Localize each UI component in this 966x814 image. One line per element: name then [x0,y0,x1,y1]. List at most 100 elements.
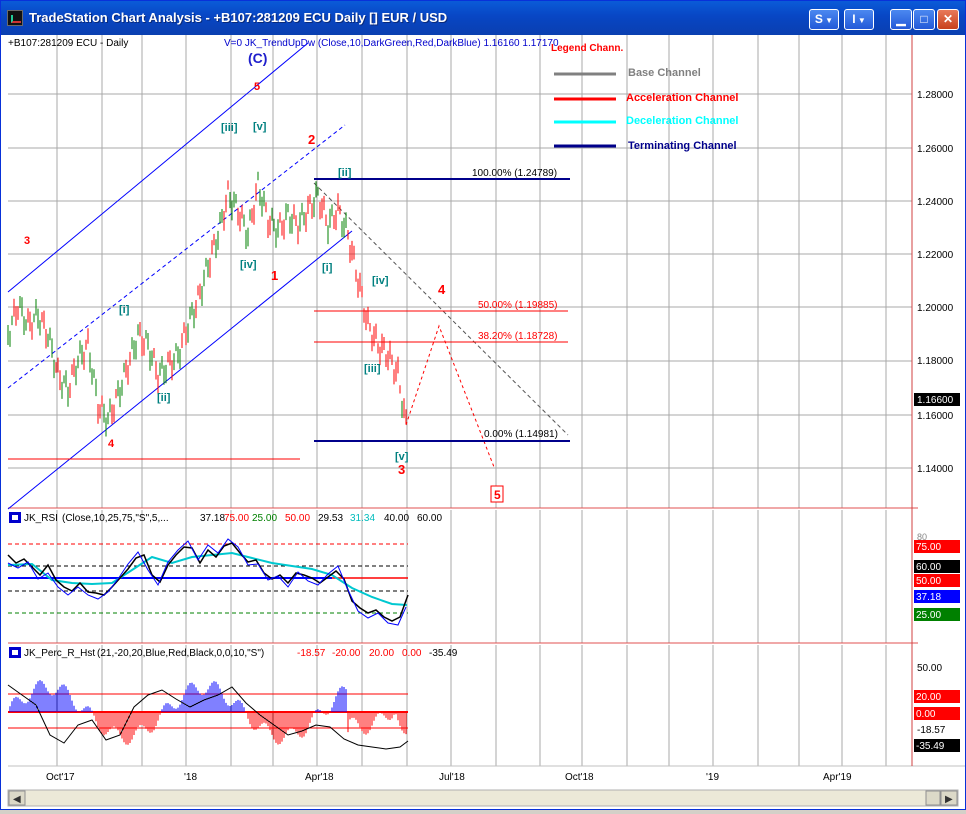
time-tick: Oct'17 [46,772,75,783]
symbol-label: +B107:281209 ECU - Daily [8,38,128,49]
close-button[interactable]: ✕ [937,9,959,30]
rsi-mid: 50.00 [285,513,310,524]
indicator-label: V=0 JK_TrendUpDw (Close,10,DarkGreen,Red… [224,38,559,49]
rsi-pane[interactable]: JK_RSI (Close,10,25,75,"S",5,... 37.18 7… [7,512,960,626]
price-tick: 1.22000 [917,250,954,261]
minimize-button[interactable]: ▁ [890,9,912,30]
rsi-lower: 25.00 [252,513,277,524]
fib-50: 50.00% (1.19885) [478,300,558,311]
tradestation-app-icon[interactable] [7,10,23,26]
percr-params: (21,-20,20,Blue,Red,Black,0,0,10,"S") [97,648,264,659]
price-tick: 1.14000 [917,464,954,475]
title-bar[interactable]: TradeStation Chart Analysis - +B107:2812… [1,1,965,35]
wave-label-v-sub: [v] [395,451,409,463]
wave-label-5: 5 [254,81,260,93]
wave-label-3-lower: 3 [398,462,405,477]
wave-label-iv-sub: [iv] [372,275,389,287]
wave-label-iv: [iv] [240,259,257,271]
rsi-fast-line [7,538,407,626]
fib-levels: 100.00% (1.24789) 50.00% (1.19885) 38.20… [314,168,570,442]
time-tick: '19 [706,772,719,783]
legend-base-channel: Base Channel [628,67,701,79]
price-bars [7,171,407,437]
scroll-right-icon: ▶ [945,794,953,805]
percr-label-20: 20.00 [916,692,941,703]
percr-val4: 0.00 [402,648,422,659]
percr-axis-50: 50.00 [917,663,942,674]
percr-val5: -35.49 [429,648,458,659]
perc-r-line [7,684,409,750]
price-tick: 1.26000 [917,144,954,155]
wave-label-1: 1 [271,268,278,283]
rsi-line [7,542,409,622]
rsi-val3: 31.34 [350,513,375,524]
maximize-button[interactable]: □ [913,9,935,30]
time-tick: Apr'19 [823,772,852,783]
fib-100: 100.00% (1.24789) [472,168,557,179]
scroll-right-button[interactable] [940,790,958,806]
wave-label-2: 2 [308,132,315,147]
i-menu-button[interactable]: I ▼ [844,9,874,30]
rsi-axis-80: 80 [917,532,927,542]
percr-label-18: -18.57 [917,725,946,736]
rsi-name: JK_RSI [24,513,58,524]
price-tick: 1.28000 [917,90,954,101]
price-tick: 1.24000 [917,197,954,208]
time-tick: Apr'18 [305,772,334,783]
rsi-label-75: 75.00 [916,542,941,553]
scroll-left-button[interactable] [8,790,26,806]
wave-label-3: 3 [24,235,30,247]
rsi-val4: 40.00 [384,513,409,524]
time-axis[interactable]: Oct'17 '18 Apr'18 Jul'18 Oct'18 '19 Apr'… [46,772,852,783]
legend-title: Legend Chann. [551,43,623,54]
s-menu-button[interactable]: S ▼ [809,9,839,30]
chevron-down-icon: ▼ [822,16,834,25]
rsi-label-25: 25.00 [916,610,941,621]
last-price-label: 1.16600 [917,395,954,406]
percr-val3: 20.00 [369,648,394,659]
wave-label-4: 4 [438,282,446,297]
scroll-left-icon: ◀ [13,794,21,805]
legend-acceleration-channel: Acceleration Channel [626,92,738,104]
wave-label-4-lower: 4 [108,438,115,450]
minimize-icon: ▁ [896,12,906,26]
rsi-label-37: 37.18 [916,592,941,603]
wave-label-i: [i] [119,304,130,316]
fib-0: 0.00% (1.14981) [484,429,558,440]
chevron-down-icon: ▼ [855,16,866,25]
perc-r-pane[interactable]: JK_Perc_R_Hst (21,-20,20,Blue,Red,Black,… [7,647,960,752]
wave-label-ii-sub: [ii] [338,167,352,179]
s-menu-label: S [814,12,823,26]
wave-label-iii: [iii] [221,122,238,134]
rsi-label-60: 60.00 [916,562,941,573]
rsi-val2: 29.53 [318,513,343,524]
chart-grid [8,35,912,766]
maximize-icon: □ [920,12,928,26]
close-icon: ✕ [942,12,954,26]
rsi-label-50: 50.00 [916,576,941,587]
trend-channels [7,42,569,510]
horizontal-scrollbar[interactable]: ◀ ▶ [7,789,959,807]
scroll-thumb[interactable] [925,790,941,806]
legend-deceleration-channel: Deceleration Channel [626,115,738,127]
percr-name: JK_Perc_R_Hst [24,648,95,659]
chart-area[interactable]: +B107:281209 ECU - Daily V=0 JK_TrendUpD… [2,35,965,809]
window-title: TradeStation Chart Analysis - +B107:2812… [29,10,448,25]
wave-label-v: [v] [253,121,267,133]
wave-label-iii-sub: [iii] [364,363,381,375]
wave-label-ii: [ii] [157,392,171,404]
price-axis[interactable]: 1.28000 1.26000 1.24000 1.22000 1.20000 … [914,90,960,475]
fib-38: 38.20% (1.18728) [478,331,558,342]
price-tick: 1.16000 [917,411,954,422]
rsi-value: 37.18 [200,513,225,524]
channel-legend: Legend Chann. Base Channel Acceleration … [551,43,738,152]
percr-val2: -20.00 [332,648,361,659]
perc-r-histogram [9,680,407,745]
time-tick: Jul'18 [439,772,465,783]
time-tick: '18 [184,772,197,783]
price-tick: 1.18000 [917,356,954,367]
wave-label-i-sub: [i] [322,262,333,274]
wave-label-c: (C) [248,50,267,66]
percr-label-35: -35.49 [916,741,945,752]
